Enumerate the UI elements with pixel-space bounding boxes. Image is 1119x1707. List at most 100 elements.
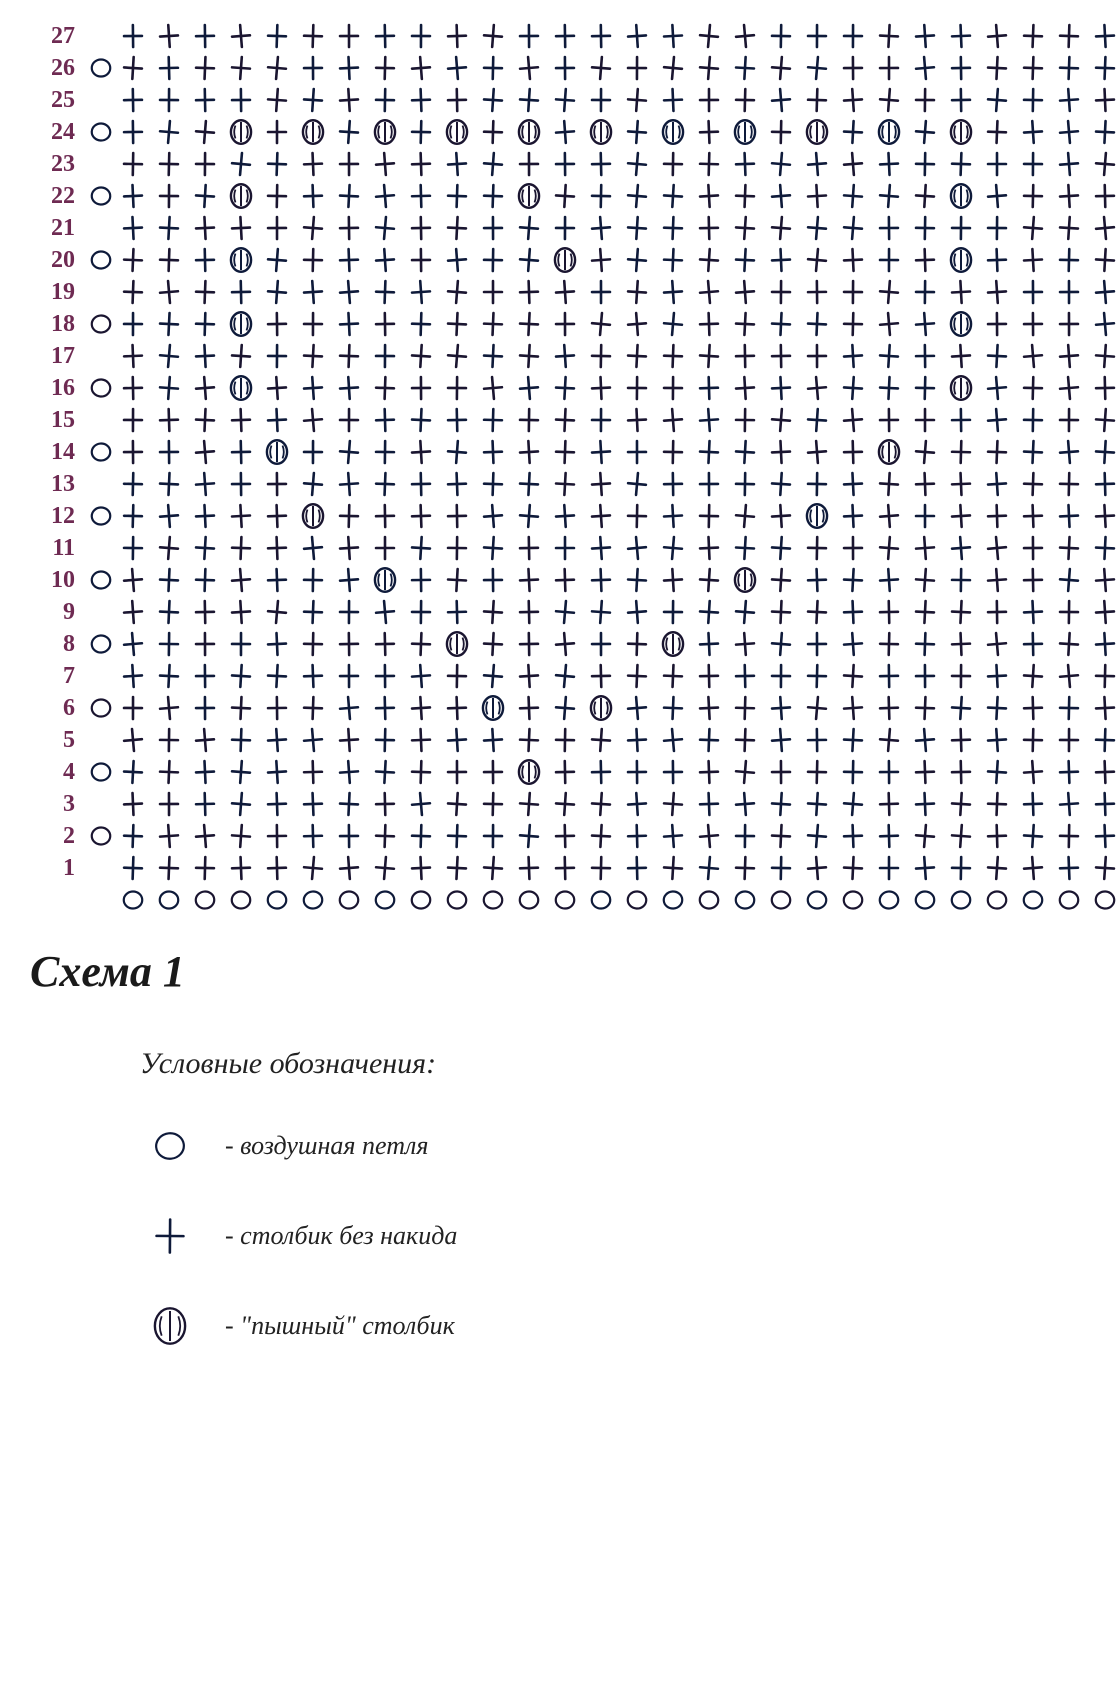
puff-stitch <box>297 502 329 530</box>
sc-stitch <box>549 790 581 818</box>
sc-stitch <box>333 630 365 658</box>
sc-stitch <box>441 54 473 82</box>
sc-stitch <box>477 534 509 562</box>
sc-stitch <box>189 214 221 242</box>
sc-stitch <box>657 374 689 402</box>
sc-stitch <box>621 214 653 242</box>
sc-stitch <box>153 246 185 274</box>
sc-stitch <box>1017 374 1049 402</box>
sc-stitch <box>765 438 797 466</box>
sc-stitch <box>729 726 761 754</box>
sc-stitch <box>513 86 545 114</box>
sc-stitch <box>837 758 869 786</box>
sc-stitch <box>513 630 545 658</box>
sc-stitch <box>261 854 293 882</box>
sc-stitch <box>477 406 509 434</box>
sc-stitch <box>801 630 833 658</box>
sc-stitch <box>477 22 509 50</box>
sc-stitch <box>801 790 833 818</box>
sc-stitch <box>369 662 401 690</box>
sc-stitch <box>117 118 149 146</box>
sc-stitch <box>117 470 149 498</box>
sc-stitch <box>333 182 365 210</box>
row-number: 25 <box>20 87 85 114</box>
sc-stitch <box>333 374 365 402</box>
sc-stitch <box>189 406 221 434</box>
sc-stitch <box>873 630 905 658</box>
sc-stitch <box>981 22 1013 50</box>
sc-stitch <box>225 22 257 50</box>
sc-stitch <box>513 310 545 338</box>
sc-stitch <box>441 790 473 818</box>
puff-stitch <box>729 566 761 594</box>
sc-stitch <box>909 726 941 754</box>
sc-stitch <box>909 694 941 722</box>
sc-stitch <box>1053 694 1085 722</box>
sc-stitch <box>1089 214 1119 242</box>
sc-stitch <box>837 214 869 242</box>
sc-stitch <box>873 374 905 402</box>
sc-stitch <box>621 630 653 658</box>
sc-stitch <box>117 54 149 82</box>
sc-stitch <box>1089 86 1119 114</box>
sc-stitch <box>261 726 293 754</box>
sc-stitch <box>405 246 437 274</box>
sc-stitch <box>549 566 581 594</box>
sc-stitch <box>117 342 149 370</box>
sc-stitch <box>297 854 329 882</box>
sc-stitch <box>441 342 473 370</box>
sc-stitch <box>153 214 185 242</box>
sc-stitch <box>621 86 653 114</box>
sc-stitch <box>405 598 437 626</box>
sc-stitch <box>981 726 1013 754</box>
sc-stitch <box>333 502 365 530</box>
sc-stitch <box>873 310 905 338</box>
sc-stitch <box>1017 630 1049 658</box>
sc-stitch <box>441 150 473 178</box>
sc-stitch <box>657 150 689 178</box>
puff-stitch <box>801 118 833 146</box>
sc-stitch <box>837 566 869 594</box>
sc-stitch <box>765 278 797 306</box>
sc-stitch <box>909 854 941 882</box>
chart-row: 21 <box>20 212 1099 244</box>
sc-stitch <box>765 406 797 434</box>
sc-stitch <box>909 342 941 370</box>
sc-stitch <box>369 246 401 274</box>
sc-stitch <box>945 854 977 882</box>
sc-stitch <box>153 758 185 786</box>
sc-stitch <box>585 726 617 754</box>
sc-stitch <box>585 822 617 850</box>
sc-stitch <box>333 758 365 786</box>
sc-stitch <box>873 246 905 274</box>
sc-stitch <box>297 54 329 82</box>
chain-stitch <box>297 886 329 914</box>
sc-stitch <box>837 534 869 562</box>
sc-stitch <box>729 278 761 306</box>
sc-stitch <box>297 22 329 50</box>
sc-stitch <box>369 854 401 882</box>
sc-stitch <box>729 758 761 786</box>
puff-stitch <box>369 118 401 146</box>
sc-stitch <box>549 534 581 562</box>
row-number: 19 <box>20 279 85 306</box>
sc-stitch <box>297 310 329 338</box>
sc-stitch <box>117 854 149 882</box>
sc-stitch <box>1053 406 1085 434</box>
sc-stitch <box>1053 534 1085 562</box>
sc-stitch <box>369 182 401 210</box>
sc-stitch <box>117 534 149 562</box>
sc-stitch <box>1089 406 1119 434</box>
chain-stitch <box>405 886 437 914</box>
sc-stitch <box>873 214 905 242</box>
sc-stitch <box>585 374 617 402</box>
sc-stitch <box>909 86 941 114</box>
sc-stitch <box>261 22 293 50</box>
sc-stitch <box>225 86 257 114</box>
sc-stitch <box>189 726 221 754</box>
sc-stitch <box>693 22 725 50</box>
sc-stitch <box>333 566 365 594</box>
sc-stitch <box>693 118 725 146</box>
sc-stitch <box>693 598 725 626</box>
sc-stitch <box>333 438 365 466</box>
